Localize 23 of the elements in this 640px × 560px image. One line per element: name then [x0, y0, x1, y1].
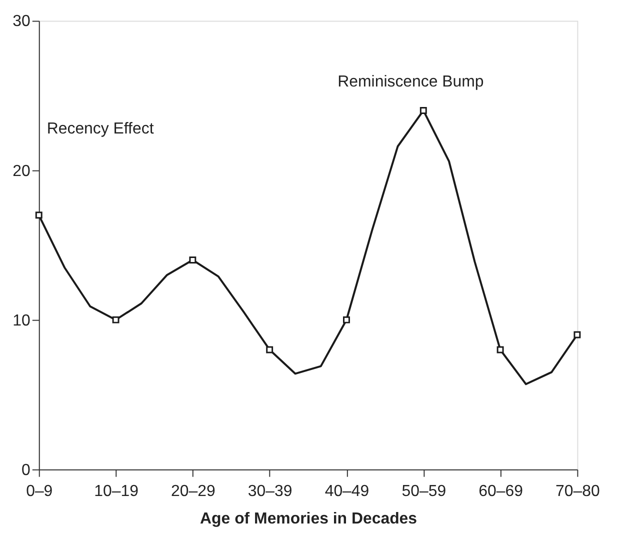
x-tick-label: 40–49 — [324, 482, 370, 500]
point — [35, 212, 42, 219]
point — [574, 331, 581, 338]
annotation: Reminiscence Bump — [338, 73, 484, 90]
point — [343, 316, 350, 324]
x-tick-label: 70–80 — [556, 482, 600, 500]
point — [266, 346, 274, 354]
point — [189, 256, 196, 264]
y-tick-label: 10 — [12, 312, 31, 330]
x-axis-title: Age of Memories in Decades — [200, 510, 418, 528]
x-tick-label: 50–59 — [402, 482, 446, 500]
y-tick-label: 30 — [12, 13, 31, 30]
point — [420, 107, 427, 114]
x-tick-label: 20–29 — [171, 482, 216, 500]
point — [496, 346, 504, 354]
y-tick-label: 0 — [22, 462, 31, 479]
y-tick-label: 20 — [12, 162, 31, 180]
x-tick-label: 0–9 — [26, 482, 53, 500]
x-tick-label: 10–19 — [94, 482, 139, 500]
annotation: Recency Effect — [46, 120, 154, 138]
point — [112, 316, 120, 324]
x-tick-label: 30–39 — [248, 482, 292, 500]
x-tick-label: 60–69 — [478, 482, 524, 500]
